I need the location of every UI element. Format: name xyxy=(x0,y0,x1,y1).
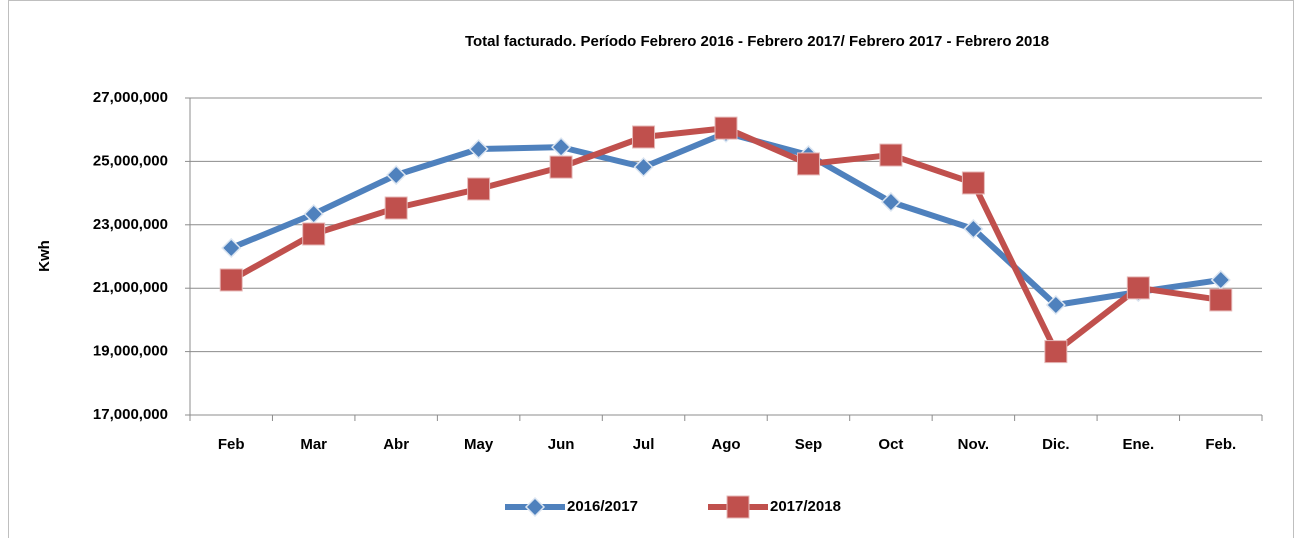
data-point xyxy=(1044,340,1068,364)
y-tick-label: 27,000,000 xyxy=(93,89,168,106)
data-point xyxy=(632,125,656,149)
x-tick-label: Nov. xyxy=(958,436,989,453)
y-tick-label: 23,000,000 xyxy=(93,216,168,233)
data-point xyxy=(549,155,573,179)
chart-frame xyxy=(8,0,1294,538)
data-point xyxy=(963,218,984,239)
legend-label: 2017/2018 xyxy=(770,498,841,515)
data-point xyxy=(219,268,243,292)
x-tick-label: Feb. xyxy=(1205,436,1236,453)
x-tick-label: Jun xyxy=(548,436,575,453)
data-point xyxy=(302,222,326,246)
data-point xyxy=(633,157,654,178)
legend-label: 2016/2017 xyxy=(567,498,638,515)
x-tick-label: Mar xyxy=(300,436,327,453)
data-point xyxy=(468,138,489,160)
x-tick-label: Jul xyxy=(633,436,655,453)
x-tick-label: May xyxy=(464,436,494,453)
data-point xyxy=(384,196,408,220)
data-point xyxy=(1126,276,1150,300)
y-tick-label: 19,000,000 xyxy=(93,343,168,360)
x-tick-label: Abr xyxy=(383,436,409,453)
x-tick-label: Dic. xyxy=(1042,436,1070,453)
x-tick-label: Ene. xyxy=(1122,436,1154,453)
data-point xyxy=(880,191,901,213)
y-tick-label: 17,000,000 xyxy=(93,406,168,423)
x-tick-label: Oct xyxy=(878,436,903,453)
data-point xyxy=(1209,288,1233,312)
data-point xyxy=(467,177,491,201)
data-point xyxy=(714,116,738,140)
legend-marker xyxy=(524,496,546,518)
data-point xyxy=(386,164,407,186)
x-tick-label: Feb xyxy=(218,436,245,453)
y-tick-label: 21,000,000 xyxy=(93,279,168,296)
legend-marker xyxy=(726,495,750,519)
chart-title: Total facturado. Período Febrero 2016 - … xyxy=(465,33,1049,50)
y-axis-label: Kwh xyxy=(36,240,53,272)
data-point xyxy=(879,143,903,167)
data-point xyxy=(221,237,242,259)
data-point xyxy=(1045,294,1066,316)
y-tick-label: 25,000,000 xyxy=(93,152,168,169)
x-tick-label: Ago xyxy=(711,436,740,453)
data-point xyxy=(796,152,820,176)
data-point xyxy=(961,171,985,195)
x-tick-label: Sep xyxy=(795,436,823,453)
